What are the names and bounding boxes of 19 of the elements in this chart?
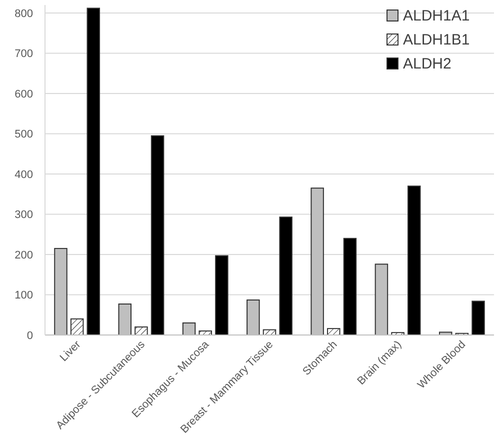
y-tick-label: 500	[14, 128, 33, 141]
bar	[86, 8, 100, 336]
y-tick-label: 600	[14, 88, 33, 100]
y-tick-label: 100	[14, 290, 33, 302]
y-tick-label: 400	[14, 168, 33, 181]
legend-label: ALDH2	[403, 55, 452, 72]
legend-label: ALDH1B1	[403, 31, 470, 48]
bar	[279, 216, 292, 336]
bar	[343, 238, 357, 336]
y-tick-label: 200	[14, 249, 33, 262]
bar	[215, 255, 228, 336]
legend-label: ALDH1A1	[403, 7, 470, 24]
bar	[150, 135, 164, 336]
y-tick-label: 300	[14, 209, 33, 222]
bar	[472, 300, 485, 336]
y-tick-label: 700	[14, 48, 33, 60]
y-tick-label: 800	[14, 8, 33, 20]
bar	[407, 186, 421, 336]
y-tick-label: 0	[26, 330, 33, 342]
